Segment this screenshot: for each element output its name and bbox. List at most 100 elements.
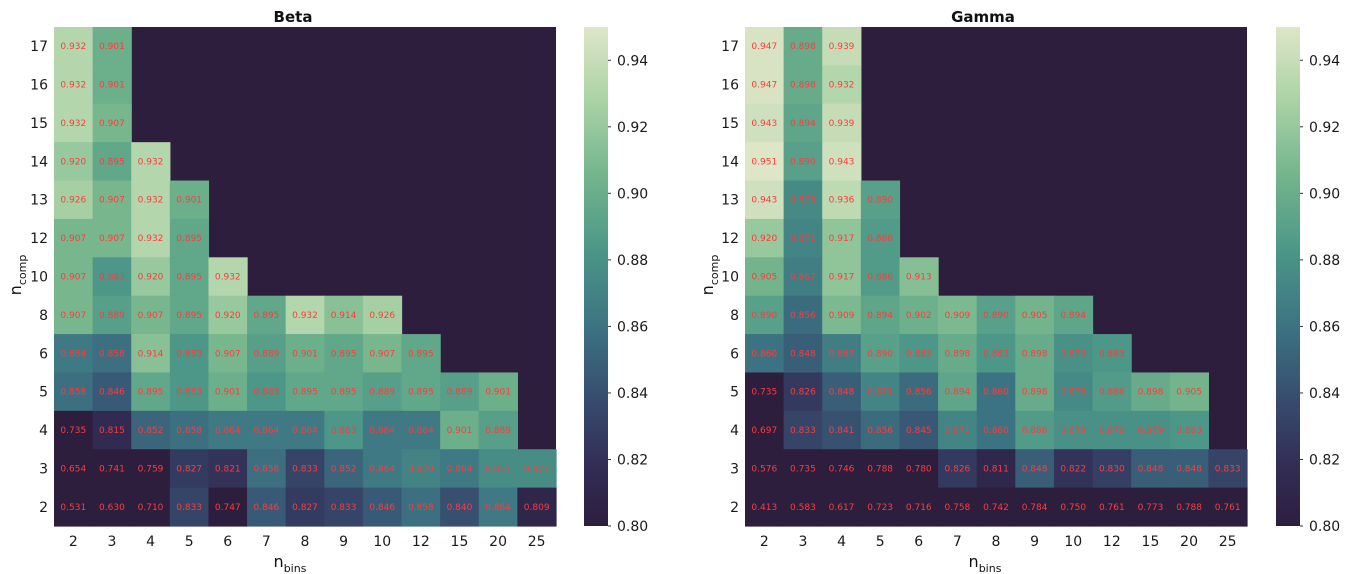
gamma-cell [822,372,862,412]
gamma-cell-label: 0.833 [1215,464,1241,474]
beta-y-tick-label: 14 [30,154,48,170]
beta-colorbar-gradient [584,27,608,526]
gamma-cell [1015,334,1055,374]
beta-cell [54,65,94,105]
beta-cell [92,372,132,412]
beta-cell-label: 0.883 [176,388,202,398]
gamma-cell-label: 0.841 [829,426,855,436]
gamma-cell-label: 0.890 [867,196,893,206]
gamma-y-tick-label: 10 [721,270,739,286]
gamma-y-tick-label: 12 [721,231,739,247]
beta-cell [362,295,403,335]
beta-cell-label: 0.846 [369,503,395,513]
beta-cell-label: 0.901 [99,81,125,91]
gamma-cell [938,449,978,489]
gamma-cell-label: 0.871 [945,426,971,436]
beta-cell-label: 0.895 [138,388,164,398]
gamma-cell [822,65,862,105]
gamma-x-tick-label: 2 [760,534,769,550]
gamma-cell [1131,372,1171,412]
beta-cell [247,334,287,374]
gamma-cell-label: 0.848 [1138,464,1164,474]
beta-cell [54,27,94,66]
gamma-cell-label: 0.890 [751,311,777,321]
beta-colorbar-tick-label: 0.92 [617,120,648,136]
beta-cell-label: 0.840 [447,503,473,513]
gamma-cell-label: 0.898 [1022,388,1048,398]
gamma-cell [1208,487,1248,527]
gamma-cell [1015,372,1055,412]
gamma-cell [976,295,1016,335]
gamma-cell [783,27,823,66]
gamma-cell-label: 0.856 [790,311,816,321]
beta-cell [208,295,248,335]
gamma-cell-label: 0.883 [983,349,1009,359]
beta-x-tick-label: 12 [412,534,430,550]
beta-cell [54,257,94,297]
beta-cell [92,410,132,450]
gamma-cell-label: 0.898 [790,81,816,91]
gamma-cell [860,257,901,297]
gamma-cell [899,449,939,489]
gamma-cell [1208,449,1248,489]
gamma-cell [860,410,901,450]
beta-cell [247,487,287,527]
beta-cell [92,487,132,527]
gamma-cell [1169,487,1209,527]
gamma-cell-label: 0.917 [829,234,855,244]
gamma-cell-label: 0.883 [1099,349,1125,359]
gamma-x-tick-label: 4 [837,534,846,550]
beta-cell-label: 0.932 [215,273,241,283]
gamma-y-tick-label: 17 [721,39,739,55]
gamma-cell [1053,372,1094,412]
gamma-cell-label: 0.947 [751,42,777,52]
beta-cell-label: 0.901 [447,426,473,436]
beta-cell-label: 0.877 [485,464,511,474]
beta-y-tick-label: 2 [39,500,48,516]
beta-cell-label: 0.889 [254,349,280,359]
beta-cell-label: 0.907 [60,273,86,283]
gamma-cell-label: 0.860 [983,426,1009,436]
gamma-cell [1015,410,1055,450]
gamma-cell [860,218,901,258]
beta-cell [247,295,287,335]
gamma-cell [783,334,823,374]
beta-cell-label: 0.889 [369,388,395,398]
beta-cell-label: 0.907 [99,196,125,206]
beta-cell-label: 0.858 [99,349,125,359]
gamma-colorbar-tick-label: 0.80 [1309,519,1340,535]
gamma-cell-label: 0.902 [906,311,932,321]
beta-cell-label: 0.889 [485,426,511,436]
beta-cell [169,295,210,335]
gamma-cell [860,487,901,527]
gamma-y-tick-label: 3 [730,461,739,477]
beta-cell-label: 0.907 [99,119,125,129]
gamma-cell-label: 0.780 [906,464,932,474]
gamma-x-tick-label: 25 [1219,534,1237,550]
beta-cell [131,142,171,182]
gamma-cell-label: 0.886 [867,273,893,283]
beta-cell-label: 0.630 [99,503,125,513]
beta-cell [362,449,403,489]
gamma-colorbar: 0.80 0.82 0.84 0.86 0.88 0.90 0.92 0.94 [1276,27,1340,535]
beta-cell [92,180,132,220]
gamma-cell [860,449,901,489]
beta-cell-label: 0.747 [215,503,241,513]
beta-cell-label: 0.932 [138,196,164,206]
beta-cell [54,180,94,220]
beta-cell-label: 0.864 [408,426,434,436]
gamma-cell-label: 0.735 [790,464,816,474]
gamma-cell-label: 0.894 [867,311,893,321]
beta-cell-label: 0.883 [331,426,357,436]
gamma-cell [976,449,1016,489]
gamma-cell [860,295,901,335]
gamma-cell [822,142,862,182]
gamma-x-tick-label: 10 [1064,534,1082,550]
beta-colorbar-tick-label: 0.94 [617,53,648,69]
beta-cell-label: 0.914 [138,349,164,359]
beta-colorbar-tick-label: 0.90 [617,186,648,202]
beta-cell [517,449,557,489]
gamma-cell [783,180,823,220]
beta-cell [92,449,132,489]
